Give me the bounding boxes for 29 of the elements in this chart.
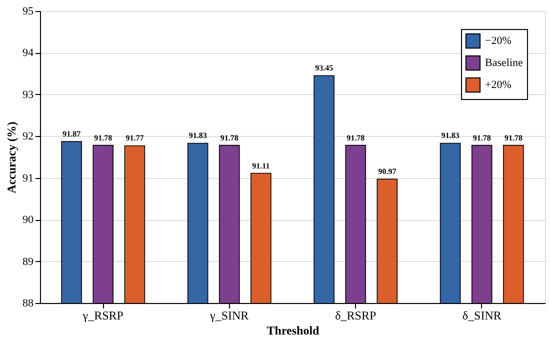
data-label: 91.78 bbox=[472, 133, 491, 142]
y-tick-label: 95 bbox=[22, 6, 34, 18]
data-label: 91.83 bbox=[441, 131, 460, 140]
data-label: 91.78 bbox=[504, 133, 522, 142]
y-tick-label: 89 bbox=[22, 256, 34, 268]
x-tick-label: γ_RSRP bbox=[82, 308, 124, 322]
y-tick-label: 92 bbox=[22, 130, 34, 143]
x-tick-label: γ_SINR bbox=[209, 308, 249, 322]
data-label: 91.77 bbox=[126, 134, 144, 143]
y-tick-label: 94 bbox=[22, 47, 34, 60]
data-label: 91.11 bbox=[252, 161, 270, 170]
data-label: 93.45 bbox=[315, 64, 334, 73]
data-label: 91.78 bbox=[220, 133, 238, 142]
legend-label: −20% bbox=[485, 35, 512, 47]
data-label: 90.97 bbox=[378, 167, 396, 176]
legend-label: Baseline bbox=[485, 57, 523, 69]
x-tick-label: δ_SINR bbox=[462, 308, 502, 322]
data-label: 91.87 bbox=[62, 130, 81, 139]
data-label: 91.78 bbox=[94, 133, 112, 142]
data-label: 91.78 bbox=[346, 133, 365, 142]
y-tick-label: 88 bbox=[22, 298, 34, 310]
legend-label: +20% bbox=[485, 79, 512, 91]
y-tick-label: 90 bbox=[22, 214, 34, 226]
data-label: 91.83 bbox=[188, 131, 207, 140]
y-axis-title: Accuracy (%) bbox=[4, 122, 18, 194]
x-tick-label: δ_RSRP bbox=[335, 308, 376, 322]
y-tick-label: 93 bbox=[22, 88, 34, 101]
x-axis-title: Threshold bbox=[266, 324, 320, 338]
y-tick-label: 91 bbox=[22, 172, 34, 184]
